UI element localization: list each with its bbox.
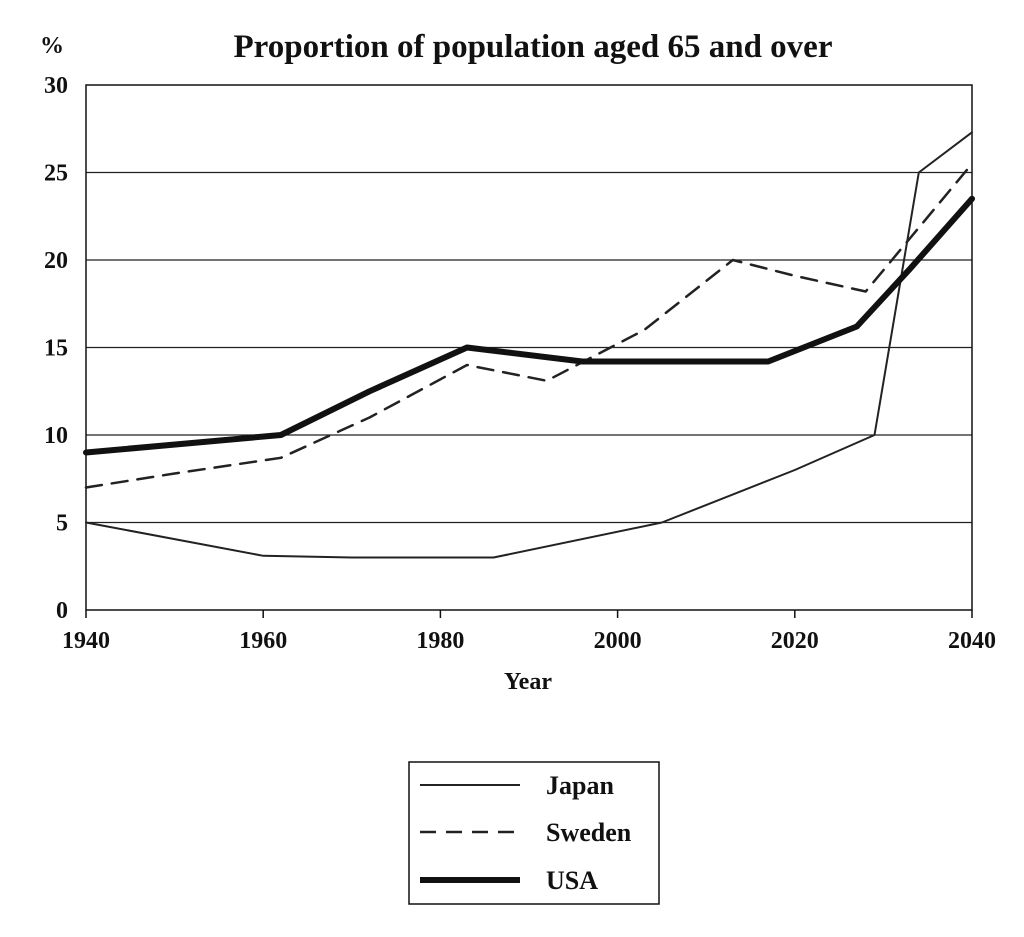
y-tick-label-25: 25 [44, 161, 68, 187]
x-tick-label-1980: 1980 [416, 628, 464, 654]
chart-title: Proportion of population aged 65 and ove… [234, 29, 833, 65]
x-tick-label-2020: 2020 [771, 628, 819, 654]
x-tick-label-1940: 1940 [62, 628, 110, 654]
y-tick-label-10: 10 [44, 423, 68, 449]
x-axis-label: Year [504, 669, 552, 695]
x-tick-label-2040: 2040 [948, 628, 996, 654]
y-tick-label-5: 5 [56, 511, 68, 537]
x-tick-label-2000: 2000 [594, 628, 642, 654]
y-tick-label-20: 20 [44, 248, 68, 274]
legend: Japan Sweden USA [408, 761, 660, 905]
plot-frame [85, 84, 973, 611]
series-line-japan [85, 131, 973, 559]
y-tick-label-15: 15 [44, 336, 68, 362]
y-tick-label-30: 30 [44, 73, 68, 99]
legend-label-usa: USA [546, 866, 598, 895]
x-tick-label-1960: 1960 [239, 628, 287, 654]
series-line-usa [83, 195, 975, 456]
gridlines [86, 171, 972, 524]
series-lines [83, 131, 975, 559]
y-tick-label-0: 0 [56, 598, 68, 624]
series-line-sweden [84, 162, 974, 489]
axis-ticks: 0 5 10 15 20 25 30 1940 1960 1980 2000 2020 2040 [44, 73, 996, 654]
legend-label-sweden: Sweden [546, 818, 632, 847]
legend-label-japan: Japan [546, 771, 614, 800]
y-axis-label: % [40, 33, 64, 59]
